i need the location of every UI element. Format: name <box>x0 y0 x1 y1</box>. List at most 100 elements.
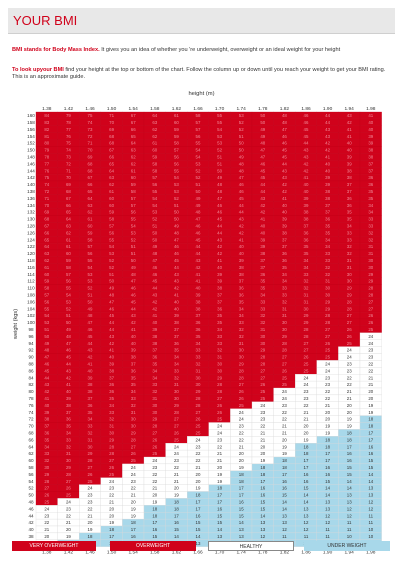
bmi-cell-value: 13 <box>196 541 201 546</box>
bmi-cell-value: 60 <box>88 224 93 229</box>
bmi-cell-value: 66 <box>44 230 49 235</box>
weight-row-label: 156 <box>27 127 35 132</box>
bmi-cell-value: 17 <box>368 437 373 442</box>
bmi-cell-value: 15 <box>304 486 309 491</box>
bmi-cell-value: 22 <box>282 417 287 422</box>
bmi-cell-value: 34 <box>325 237 330 242</box>
bmi-cell-value: 18 <box>325 437 330 442</box>
bmi-cell-value: 51 <box>217 155 222 160</box>
bmi-cell-value: 53 <box>217 141 222 146</box>
bmi-cell-value: 26 <box>304 355 309 360</box>
bmi-cell-value: 23 <box>304 396 309 401</box>
bmi-cell-value: 19 <box>217 479 222 484</box>
bmi-cell-value: 33 <box>325 258 330 263</box>
bmi-cell-value: 45 <box>174 258 179 263</box>
bmi-cell-value: 34 <box>196 341 201 346</box>
bmi-cell-value: 46 <box>239 182 244 187</box>
bmi-cell-value: 74 <box>88 120 93 125</box>
bmi-cell-value: 27 <box>347 313 352 318</box>
bmi-cell-value: 40 <box>347 148 352 153</box>
bmi-cell-value: 25 <box>282 382 287 387</box>
height-header-top: 1.54 <box>129 106 139 112</box>
bmi-cell-value: 62 <box>88 210 93 215</box>
bmi-cell-value: 11 <box>304 534 309 539</box>
bmi-cell-value: 28 <box>217 389 222 394</box>
bmi-cell-value: 44 <box>260 182 265 187</box>
bmi-cell-value: 64 <box>44 244 49 249</box>
weight-row-label: 116 <box>27 265 35 270</box>
bmi-cell-value: 29 <box>196 389 201 394</box>
bmi-cell-value: 42 <box>196 265 201 270</box>
bmi-cell-value: 25 <box>44 500 49 505</box>
bmi-cell-value: 23 <box>66 506 71 511</box>
bmi-cell-value: 12 <box>347 513 352 518</box>
height-header-bottom: 1.38 <box>42 550 52 556</box>
bmi-cell-value: 15 <box>260 500 265 505</box>
bmi-cell-value: 25 <box>304 368 309 373</box>
bmi-cell-value: 64 <box>66 217 71 222</box>
bmi-cell-value: 13 <box>304 506 309 511</box>
bmi-cell-value: 26 <box>368 320 373 325</box>
bmi-cell-value: 17 <box>325 458 330 463</box>
bmi-cell-value: 57 <box>109 224 114 229</box>
howto-text: find your height at the top or bottom of… <box>12 67 386 81</box>
bmi-cell-value: 24 <box>217 431 222 436</box>
height-header-top: 1.74 <box>237 106 247 112</box>
bmi-cell-value: 40 <box>152 320 157 325</box>
bmi-cell-value: 47 <box>66 341 71 346</box>
bmi-cell-value: 27 <box>325 334 330 339</box>
bmi-cell-value: 38 <box>196 306 201 311</box>
bmi-cell-value: 28 <box>260 355 265 360</box>
height-axis-label: height (m) <box>188 91 215 97</box>
bmi-cell-value: 36 <box>368 175 373 180</box>
bmi-cell-value: 24 <box>196 437 201 442</box>
bmi-cell-value: 18 <box>196 493 201 498</box>
bmi-cell-value: 79 <box>66 113 71 118</box>
bmi-cell-value: 21 <box>131 493 136 498</box>
bmi-cell-value: 15 <box>368 458 373 463</box>
bmi-cell-value: 39 <box>239 258 244 263</box>
bmi-cell-value: 36 <box>304 230 309 235</box>
bmi-cell-value: 79 <box>44 148 49 153</box>
bmi-cell-value: 42 <box>347 120 352 125</box>
bmi-cell-value: 28 <box>174 410 179 415</box>
weight-row-label: 94 <box>28 341 34 346</box>
bmi-cell-value: 24 <box>174 444 179 449</box>
bmi-cell-value: 44 <box>109 320 114 325</box>
bmi-cell-value: 13 <box>217 534 222 539</box>
bmi-cell-value: 27 <box>260 368 265 373</box>
height-header-bottom: 1.74 <box>237 550 247 556</box>
bmi-cell-value: 34 <box>44 444 49 449</box>
bmi-cell-value: 40 <box>196 286 201 291</box>
legend-very-overweight: VERY OVERWEIGHT <box>12 541 96 551</box>
bmi-cell-value: 56 <box>174 161 179 166</box>
bmi-cell-value: 17 <box>325 451 330 456</box>
bmi-cell-value: 55 <box>88 258 93 263</box>
bmi-cell-value: 74 <box>44 182 49 187</box>
bmi-cell-value: 27 <box>88 465 93 470</box>
bmi-cell-value: 46 <box>66 348 71 353</box>
bmi-cell-value: 36 <box>196 327 201 332</box>
howto-paragraph: To look upyour BMI find your height at t… <box>12 67 392 82</box>
bmi-cell-value: 63 <box>131 148 136 153</box>
bmi-cell-value: 32 <box>368 230 373 235</box>
bmi-cell-value: 28 <box>239 375 244 380</box>
bmi-cell-value: 22 <box>368 368 373 373</box>
bmi-cell-value: 38 <box>44 417 49 422</box>
bmi-cell-value: 22 <box>66 513 71 518</box>
bmi-cell-value: 24 <box>260 403 265 408</box>
bmi-cell-value: 32 <box>282 299 287 304</box>
bmi-cell-value: 21 <box>109 500 114 505</box>
bmi-cell-value: 30 <box>239 348 244 353</box>
bmi-cell-value: 55 <box>174 168 179 173</box>
bmi-cell-value: 27 <box>325 327 330 332</box>
bmi-cell-value: 24 <box>66 500 71 505</box>
bmi-cell-value: 49 <box>260 134 265 139</box>
bmi-cell-value: 14 <box>325 486 330 491</box>
bmi-cell-value: 36 <box>131 368 136 373</box>
bmi-cell-value: 41 <box>196 279 201 284</box>
bmi-cell-value: 40 <box>368 120 373 125</box>
bmi-cell-value: 16 <box>217 506 222 511</box>
bmi-cell-value: 56 <box>174 155 179 160</box>
bmi-cell-value: 27 <box>239 382 244 387</box>
